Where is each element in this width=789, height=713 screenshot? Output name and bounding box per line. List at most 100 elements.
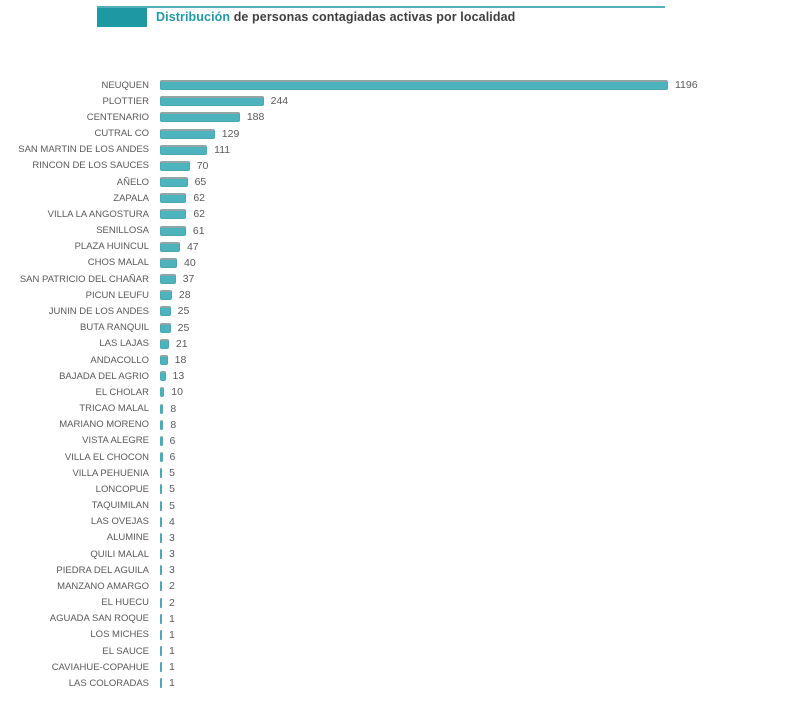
header-rule: [97, 6, 665, 8]
bar: [160, 532, 162, 543]
category-label: VILLA EL CHOCON: [64, 451, 149, 463]
category-label: AÑELO: [116, 176, 149, 188]
bar-row: SAN MARTIN DE LOS ANDES 111: [0, 142, 789, 158]
category-label: RINCON DE LOS SAUCES: [32, 160, 149, 172]
bar: [160, 257, 177, 268]
bar-row: ANDACOLLO 18: [0, 352, 789, 368]
value-label: 5: [169, 499, 175, 512]
value-label: 8: [170, 418, 177, 431]
category-label: LAS COLORADAS: [68, 677, 149, 689]
value-label: 3: [169, 531, 175, 544]
value-label: 18: [174, 354, 187, 366]
bar-row: LAS COLORADAS 1: [0, 675, 789, 691]
bar: [160, 435, 163, 446]
bar-row: NEUQUEN 1196: [0, 77, 789, 93]
bar: [160, 355, 168, 365]
category-label: MANZANO AMARGO: [57, 580, 149, 592]
bar: [160, 662, 162, 673]
category-label: TRICAO MALAL: [79, 403, 149, 415]
bar: [160, 403, 164, 414]
value-label: 4: [169, 515, 175, 528]
category-label: SENILLOSA: [96, 225, 149, 237]
chart-title: Distribución de personas contagiadas act…: [156, 10, 515, 24]
category-label: NEUQUEN: [101, 79, 149, 91]
category-label: CUTRAL CO: [94, 128, 149, 140]
bar-row: TAQUIMILAN 5: [0, 497, 789, 513]
bar-row: LOS MICHES 1: [0, 627, 789, 643]
value-label: 188: [246, 111, 265, 124]
bar-row: BAJADA DEL AGRIO 13: [0, 368, 789, 384]
bar: [160, 419, 164, 430]
bar-chart: NEUQUEN 1196 PLOTTIER 244 CENTENARIO 188 CUTRA…: [0, 77, 789, 692]
bar: [160, 646, 162, 657]
value-label: 111: [214, 143, 231, 156]
bar: [160, 549, 162, 560]
value-label: 244: [270, 95, 289, 108]
bar-row: EL SAUCE 1: [0, 643, 789, 659]
bar-row: TRICAO MALAL 8: [0, 400, 789, 416]
bar-row: VILLA PEHUENIA 5: [0, 465, 789, 481]
value-label: 2: [169, 596, 175, 609]
bar: [160, 177, 188, 188]
value-label: 10: [171, 386, 183, 399]
bar: [160, 128, 215, 139]
bar: [160, 613, 162, 624]
category-label: SAN MARTIN DE LOS ANDES: [18, 144, 149, 156]
bar: [160, 452, 163, 463]
bar: [160, 306, 171, 317]
category-label: PICUN LEUFU: [85, 289, 149, 301]
bar-row: PICUN LEUFU 28: [0, 287, 789, 303]
bar-row: VISTA ALEGRE 6: [0, 433, 789, 449]
bar-row: CAVIAHUE-COPAHUE 1: [0, 659, 789, 675]
bar: [160, 468, 163, 479]
bar-row: LAS OVEJAS 4: [0, 514, 789, 530]
bar: [160, 225, 186, 236]
category-label: TAQUIMILAN: [91, 500, 149, 512]
category-label: ZAPALA: [113, 192, 149, 204]
category-label: CAVIAHUE-COPAHUE: [51, 661, 149, 673]
category-label: BUTA RANQUIL: [80, 322, 149, 334]
bar: [160, 629, 162, 640]
category-label: ANDACOLLO: [90, 354, 149, 366]
value-label: 1: [169, 677, 175, 690]
bar: [160, 96, 264, 107]
bar: [160, 80, 668, 91]
bar-row: SAN PATRICIO DEL CHAÑAR 37: [0, 271, 789, 287]
bar: [160, 678, 162, 689]
value-label: 25: [177, 321, 190, 334]
value-label: 2: [169, 580, 175, 593]
category-label: EL SAUCE: [102, 645, 149, 657]
category-label: LOS MICHES: [90, 629, 149, 641]
bar: [160, 274, 176, 285]
bar-row: LONCOPUE 5: [0, 481, 789, 497]
value-label: 1: [169, 645, 175, 658]
category-label: BAJADA DEL AGRIO: [59, 370, 149, 382]
bar: [160, 112, 240, 123]
bar-row: RINCON DE LOS SAUCES 70: [0, 158, 789, 174]
bar-row: MANZANO AMARGO 2: [0, 578, 789, 594]
category-label: SAN PATRICIO DEL CHAÑAR: [19, 273, 149, 285]
category-label: PIEDRA DEL AGUILA: [56, 564, 149, 576]
bar-row: EL CHOLAR 10: [0, 384, 789, 400]
chart-title-highlight: Distribución: [156, 10, 231, 24]
bar: [160, 484, 163, 495]
category-label: EL HUECU: [101, 597, 149, 609]
value-label: 21: [175, 337, 188, 350]
bar: [160, 371, 166, 382]
category-label: EL CHOLAR: [95, 386, 150, 398]
bar-row: MARIANO MORENO 8: [0, 417, 789, 433]
bar: [160, 160, 190, 171]
category-label: CHOS MALAL: [87, 257, 149, 269]
category-label: JUNIN DE LOS ANDES: [48, 305, 149, 317]
value-label: 5: [169, 467, 175, 480]
value-label: 1: [169, 628, 175, 641]
value-label: 5: [169, 483, 175, 496]
bar-row: VILLA LA ANGOSTURA 62: [0, 206, 789, 222]
bar: [160, 597, 162, 608]
bar: [160, 387, 165, 398]
chart-title-rest: de personas contagiadas activas por loca…: [230, 10, 516, 24]
bar-row: PLAZA HUINCUL 47: [0, 239, 789, 255]
bar: [160, 565, 162, 576]
category-label: PLAZA HUINCUL: [74, 241, 149, 253]
